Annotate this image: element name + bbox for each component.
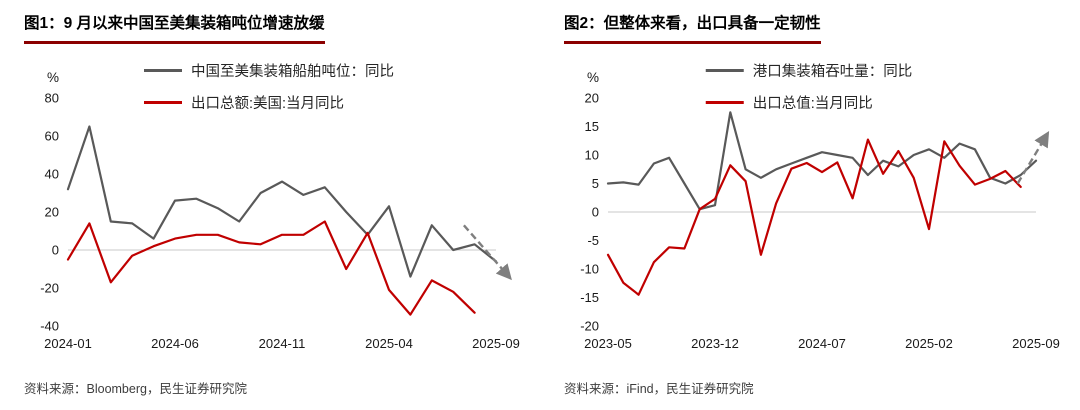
- y-tick-label: 10: [585, 148, 599, 163]
- series-line: [606, 138, 1022, 297]
- y-tick-label: -15: [580, 290, 599, 305]
- trend-arrow: [1016, 131, 1050, 185]
- legend-item: 出口总额:美国:当月同比: [144, 92, 344, 113]
- figure1-chart-area: 80 60 40 20 0 -20 -40% 2024-01 2024-06 2024-11 202…: [24, 56, 520, 356]
- x-tick-label: 2023-05: [584, 336, 632, 351]
- legend-item: 出口总值:当月同比: [705, 92, 873, 113]
- x-tick-label: 2023-12: [691, 336, 739, 351]
- x-tick-label: 2024-11: [259, 336, 306, 351]
- y-tick-label: 0: [592, 205, 599, 220]
- y-tick-label: -5: [587, 233, 599, 248]
- figure2-panel: 图2：但整体来看，出口具备一定韧性 20 15 10 5 0 -5 -10 -15 -20% 20…: [540, 0, 1080, 410]
- figure2-source: 资料来源：iFind，民生证券研究院: [564, 382, 754, 397]
- figure1-legend: 中国至美集装箱船舶吨位：同比 出口总额:美国:当月同比: [144, 60, 394, 113]
- y-tick-label: 0: [52, 243, 59, 258]
- legend-label: 港口集装箱吞吐量：同比: [752, 64, 913, 81]
- figure2-title: 图2：但整体来看，出口具备一定韧性: [564, 14, 821, 45]
- legend-line-swatch: [705, 101, 744, 105]
- y-axis-unit-label: %: [587, 70, 599, 85]
- figure1-panel: 图1：9 月以来中国至美集装箱吨位增速放缓 80 60 40 20 0 -20 -40% 20…: [24, 14, 520, 397]
- figure1-chart-canvas: 80 60 40 20 0 -20 -40% 2024-01 2024-06 2024-11 202…: [40, 70, 520, 351]
- figure2-chart-canvas: 20 15 10 5 0 -5 -10 -15 -20% 2023-05 2023-12 2024-0…: [580, 70, 1060, 351]
- x-tick-label: 2025-04: [365, 336, 413, 351]
- y-tick-label: 40: [45, 167, 59, 182]
- legend-line-swatch: [144, 101, 182, 105]
- y-tick-label: 60: [45, 129, 59, 144]
- y-tick-label: 80: [45, 91, 59, 106]
- figure2-legend: 港口集装箱吞吐量：同比 出口总值:当月同比: [705, 60, 913, 113]
- y-tick-label: -10: [580, 262, 599, 277]
- y-tick-label: 5: [592, 176, 599, 191]
- y-tick-label: 20: [585, 91, 599, 106]
- series-line: [66, 220, 476, 317]
- y-tick-label: -20: [40, 281, 59, 296]
- y-tick-label: 20: [45, 205, 59, 220]
- x-tick-label: 2024-07: [798, 336, 846, 351]
- legend-item: 港口集装箱吞吐量：同比: [705, 60, 913, 81]
- y-tick-label: 15: [585, 119, 599, 134]
- legend-label: 出口总额:美国:当月同比: [191, 96, 345, 113]
- y-axis-unit-label: %: [47, 70, 59, 85]
- series-line: [606, 111, 1038, 211]
- x-tick-label: 2025-09: [1012, 336, 1060, 351]
- y-tick-label: -40: [40, 319, 59, 334]
- x-tick-label: 2024-06: [151, 336, 199, 351]
- legend-item: 中国至美集装箱船舶吨位：同比: [144, 60, 394, 81]
- x-tick-label: 2025-09: [472, 336, 520, 351]
- trend-arrow: [462, 224, 512, 281]
- x-tick-label: 2025-02: [905, 336, 953, 351]
- series-line: [66, 125, 498, 279]
- legend-line-swatch: [705, 69, 744, 73]
- x-tick-label: 2024-01: [44, 336, 92, 351]
- figure1-title: 图1：9 月以来中国至美集装箱吨位增速放缓: [24, 14, 325, 45]
- legend-line-swatch: [144, 69, 182, 73]
- figure1-source: 资料来源：Bloomberg，民生证券研究院: [24, 382, 247, 397]
- y-tick-label: -20: [580, 319, 599, 334]
- legend-label: 出口总值:当月同比: [752, 96, 873, 113]
- legend-label: 中国至美集装箱船舶吨位：同比: [191, 64, 394, 81]
- figure2-chart-area: 20 15 10 5 0 -5 -10 -15 -20% 2023-05 2023-12 2024-0…: [564, 56, 1060, 356]
